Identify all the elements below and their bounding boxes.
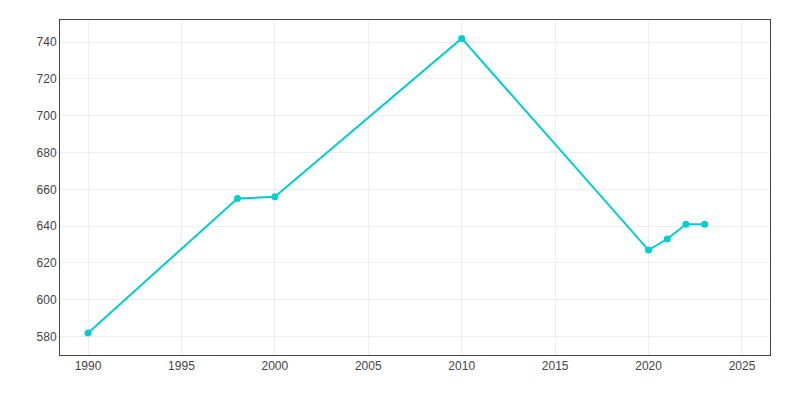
svg-text:580: 580: [37, 330, 57, 344]
svg-text:2000: 2000: [262, 359, 289, 373]
svg-text:660: 660: [37, 183, 57, 197]
svg-text:2015: 2015: [542, 359, 569, 373]
svg-text:2005: 2005: [355, 359, 382, 373]
svg-text:720: 720: [37, 72, 57, 86]
svg-text:600: 600: [37, 293, 57, 307]
svg-text:1995: 1995: [168, 359, 195, 373]
svg-text:640: 640: [37, 219, 57, 233]
svg-text:740: 740: [37, 35, 57, 49]
svg-text:2010: 2010: [448, 359, 475, 373]
svg-text:700: 700: [37, 109, 57, 123]
svg-text:680: 680: [37, 146, 57, 160]
svg-text:1990: 1990: [75, 359, 102, 373]
svg-text:2025: 2025: [729, 359, 756, 373]
svg-text:2020: 2020: [635, 359, 662, 373]
svg-text:620: 620: [37, 256, 57, 270]
